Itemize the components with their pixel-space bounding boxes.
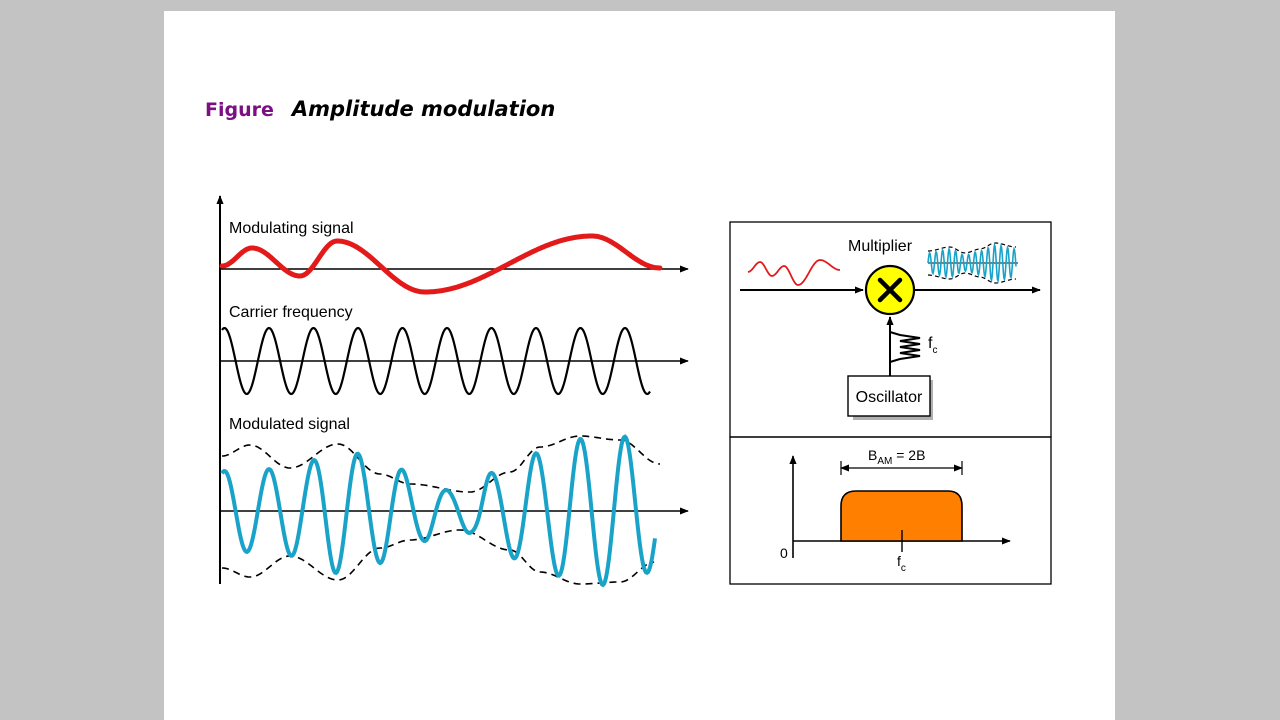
spectrum-panel [729, 436, 1052, 585]
am-spectrum-band [840, 490, 963, 542]
oscillator-box [847, 375, 931, 417]
multiply-cross-icon [877, 277, 903, 303]
carrier-zigzag-icon [889, 331, 921, 363]
modulating-signal-wave [219, 233, 663, 295]
output-signal-thumbnail [927, 242, 1018, 284]
figure-label: Figure [205, 99, 274, 121]
bandwidth-label: BAM = 2B [868, 447, 925, 467]
figure-title: Amplitude modulation [291, 97, 556, 121]
spectrum-fc-label: fc [897, 553, 906, 574]
oscillator-label: Oscillator [856, 389, 923, 406]
multiplier-label: Multiplier [848, 238, 913, 255]
modulating-signal-label: Modulating signal [229, 220, 354, 237]
modulated-signal-label: Modulated signal [229, 416, 350, 433]
carrier-frequency-wave [221, 326, 651, 396]
carrier-fc-label: fc [928, 335, 937, 356]
spectrum-origin-label: 0 [780, 545, 788, 561]
envelope-lower [221, 529, 655, 585]
input-signal-thumbnail [747, 259, 841, 286]
slide: Figure Amplitude modulation [164, 11, 1115, 720]
carrier-frequency-label: Carrier frequency [229, 304, 353, 321]
modulated-signal-wave [220, 434, 657, 588]
figure-caption: Figure Amplitude modulation [205, 97, 555, 121]
envelope-upper [221, 435, 661, 493]
